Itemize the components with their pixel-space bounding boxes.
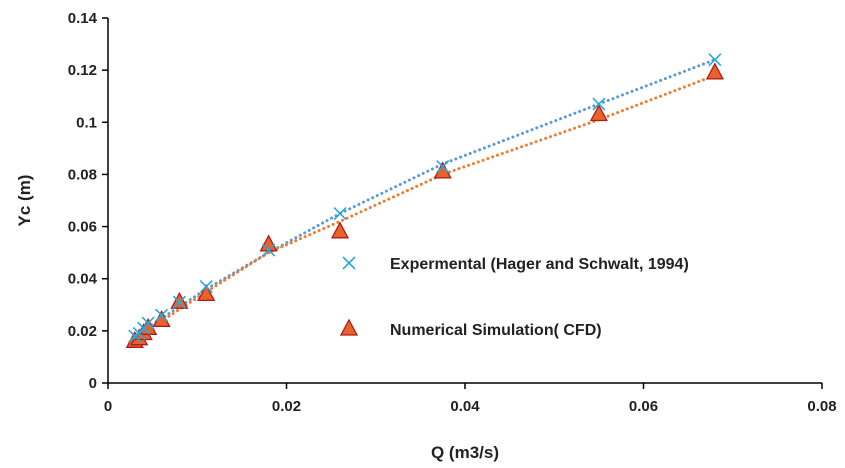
- experimental-point: [199, 279, 213, 294]
- x-tick-label: 0.08: [807, 398, 836, 415]
- experimental-point: [708, 53, 722, 67]
- y-tick-label: 0.02: [68, 323, 97, 340]
- y-tick-label: 0.06: [68, 219, 97, 236]
- cfd-point: [259, 234, 278, 252]
- legend-triangle-symbol: [339, 318, 359, 336]
- legend-x-marker-icon: [342, 256, 356, 270]
- experimental-point: [592, 97, 606, 111]
- trend-lines: [133, 58, 717, 341]
- cfd-point: [152, 310, 171, 328]
- y-tick-label: 0.12: [68, 62, 97, 79]
- cfd-point: [330, 221, 350, 239]
- y-axis-title: Yc (m): [15, 175, 34, 227]
- experimental-point: [262, 243, 276, 257]
- y-tick-label: 0.1: [76, 114, 97, 131]
- cfd-point: [433, 161, 452, 179]
- experimental-point: [333, 206, 347, 221]
- cfd-point: [197, 284, 216, 302]
- cfd-point: [705, 62, 724, 80]
- legend-x-symbol: [342, 256, 356, 270]
- x-tick-label: 0.02: [272, 398, 301, 415]
- cfd-point: [170, 291, 189, 309]
- experimental-point: [141, 316, 155, 330]
- legend: Expermental (Hager and Schwalt, 1994) Nu…: [339, 256, 689, 339]
- y-tick-label: 0.04: [68, 271, 98, 288]
- legend-label-cfd: Numerical Simulation( CFD): [390, 322, 602, 339]
- legend-item-experimental: Expermental (Hager and Schwalt, 1994): [342, 256, 689, 273]
- experimental-point: [172, 295, 186, 309]
- legend-item-cfd: Numerical Simulation( CFD): [339, 318, 602, 339]
- x-axis-title: Q (m3/s): [431, 443, 499, 462]
- cfd-point: [589, 104, 608, 122]
- trend-line-experimental: [133, 58, 717, 338]
- experimental-point: [154, 308, 169, 322]
- x-tick-label: 0: [104, 398, 112, 415]
- x-tick-label: 0.06: [629, 398, 658, 415]
- legend-triangle-marker-icon: [339, 318, 359, 336]
- y-tick-label: 0: [89, 375, 97, 392]
- legend-label-experimental: Expermental (Hager and Schwalt, 1994): [390, 256, 689, 273]
- data-markers: [125, 53, 724, 348]
- y-tick-label: 0.14: [68, 10, 98, 27]
- trend-line-cfd: [133, 73, 717, 341]
- experimental-point: [436, 160, 450, 174]
- y-tick-label: 0.08: [68, 166, 97, 183]
- x-tick-label: 0.04: [450, 398, 480, 415]
- ticks: 0 0.02 0.04 0.06 0.08 0 0.02 0.04 0.06 0.08 0.1 0.1…: [68, 10, 837, 415]
